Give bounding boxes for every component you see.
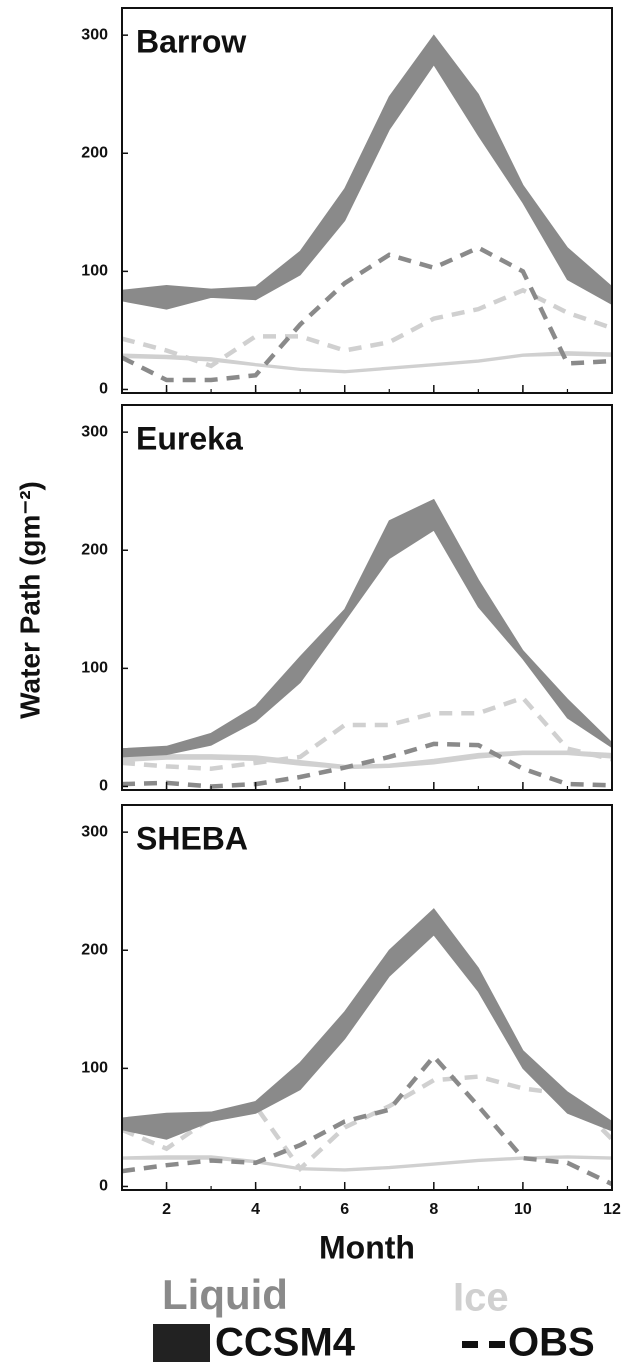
y-axis-label: Water Path (gm⁻²): [14, 481, 45, 719]
plot-area: [122, 498, 612, 789]
x-tick-label: 12: [603, 1201, 621, 1218]
x-tick-label: 6: [340, 1201, 349, 1218]
legend-ice: Ice: [453, 1276, 509, 1320]
y-tick-label: 300: [81, 423, 108, 440]
panel-frame: [121, 404, 613, 791]
plot-area: [122, 34, 612, 383]
legend-obs-dash: [489, 1341, 505, 1348]
liquid-obs-line: [122, 1053, 612, 1187]
liquid-ccsm4-band: [122, 498, 612, 758]
panel-title: SHEBA: [136, 820, 248, 856]
y-tick-label: 100: [81, 660, 108, 677]
y-tick-label: 200: [81, 541, 108, 558]
legend-liquid: Liquid: [162, 1271, 288, 1318]
panel-frame: [121, 7, 613, 394]
y-tick-label: 0: [99, 1178, 108, 1195]
plot-area: [122, 908, 612, 1187]
liquid-obs-line: [122, 245, 612, 383]
y-tick-label: 0: [99, 381, 108, 398]
y-tick-label: 300: [81, 823, 108, 840]
legend-ccsm4: CCSM4: [215, 1321, 356, 1365]
y-tick-label: 100: [81, 1060, 108, 1077]
y-tick-label: 0: [99, 778, 108, 795]
liquid-ccsm4-band: [122, 34, 612, 310]
panel-title: Eureka: [136, 420, 243, 456]
x-axis-label: Month: [319, 1229, 415, 1265]
legend-obs: OBS: [508, 1321, 595, 1365]
y-tick-label: 200: [81, 144, 108, 161]
ice-obs-line: [122, 695, 612, 772]
x-tick-label: 2: [162, 1201, 171, 1218]
legend-ccsm4-swatch: [153, 1324, 210, 1362]
y-tick-label: 100: [81, 263, 108, 280]
liquid-ccsm4-band: [122, 908, 612, 1140]
x-tick-label: 8: [429, 1201, 438, 1218]
y-tick-label: 200: [81, 941, 108, 958]
x-tick-label: 10: [514, 1201, 532, 1218]
ice-ccsm4-band: [122, 750, 612, 770]
x-tick-label: 4: [251, 1201, 260, 1218]
panel-frame: [121, 804, 613, 1191]
liquid-obs-line: [122, 741, 612, 789]
y-tick-label: 300: [81, 26, 108, 43]
panel-title: Barrow: [136, 23, 246, 59]
legend-obs-dash: [462, 1341, 478, 1348]
